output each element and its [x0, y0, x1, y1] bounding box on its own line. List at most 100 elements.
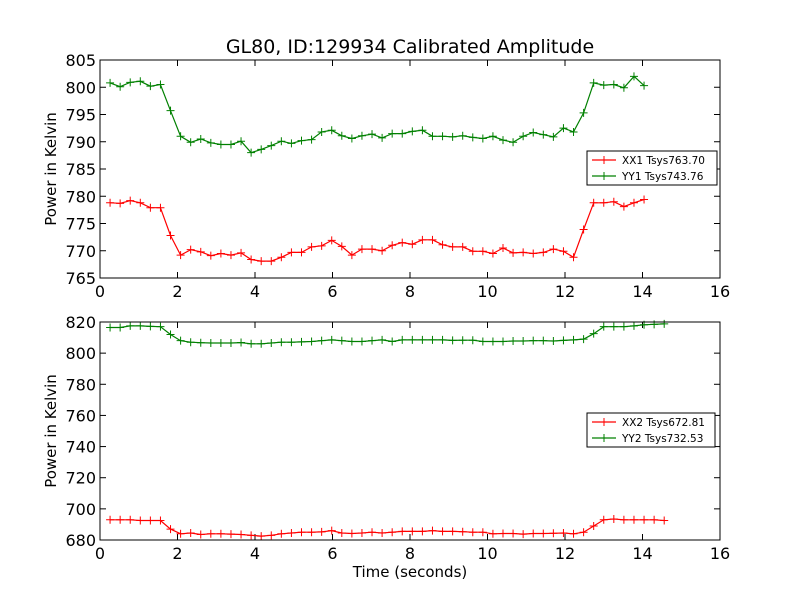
data-point [468, 336, 477, 345]
data-point [166, 231, 175, 240]
data-point [599, 515, 608, 524]
legend-label: XX2 Tsys672.81 [622, 417, 705, 429]
data-point [116, 515, 125, 524]
data-point [287, 248, 296, 257]
data-point [368, 528, 377, 537]
data-point [156, 516, 165, 525]
data-point [226, 530, 235, 539]
y-tick-label: 805 [65, 51, 96, 70]
data-point [287, 528, 296, 537]
data-point [106, 198, 115, 207]
data-point [317, 336, 326, 345]
data-point [488, 132, 497, 141]
data-point [408, 127, 417, 136]
data-point [126, 196, 135, 205]
data-point [247, 255, 256, 264]
data-point [569, 127, 578, 136]
data-point [297, 248, 306, 257]
y-tick-label: 740 [65, 438, 96, 457]
data-point [468, 528, 477, 537]
data-point [257, 257, 266, 266]
data-point [216, 529, 225, 538]
data-point [267, 531, 276, 540]
data-point [216, 140, 225, 149]
data-point [176, 251, 185, 260]
legend-marker [600, 156, 608, 164]
data-point [589, 521, 598, 530]
y-tick-label: 765 [65, 269, 96, 288]
data-point [559, 528, 568, 537]
data-point [327, 126, 336, 135]
y-tick-label: 680 [65, 531, 96, 550]
data-point [247, 339, 256, 348]
data-point [267, 339, 276, 348]
data-point [378, 528, 387, 537]
data-point [226, 140, 235, 149]
data-point [549, 245, 558, 254]
data-point [136, 77, 145, 86]
data-point [539, 248, 548, 257]
data-point [186, 528, 195, 537]
data-point [509, 248, 518, 257]
data-point [327, 335, 336, 344]
data-point [307, 337, 316, 346]
data-point [398, 335, 407, 344]
data-point [247, 148, 256, 157]
data-point [549, 529, 558, 538]
data-point [569, 335, 578, 344]
data-point [388, 129, 397, 138]
y-tick-label: 820 [65, 313, 96, 332]
data-point [468, 133, 477, 142]
data-point [388, 337, 397, 346]
data-point [307, 135, 316, 144]
legend-box [586, 412, 716, 448]
data-point [619, 83, 628, 92]
data-point [166, 525, 175, 534]
data-point [126, 78, 135, 87]
data-point [589, 198, 598, 207]
plot-frame [99, 59, 721, 279]
x-tick-label: 14 [632, 282, 652, 301]
data-point [237, 137, 246, 146]
data-point [347, 251, 356, 260]
data-point [166, 106, 175, 115]
data-point [206, 529, 215, 538]
data-point [327, 526, 336, 535]
data-point [267, 141, 276, 150]
data-point [347, 337, 356, 346]
data-point [609, 322, 618, 331]
data-point [257, 145, 266, 154]
x-axis-label: Time (seconds) [352, 563, 468, 581]
data-point [579, 335, 588, 344]
data-point [458, 131, 467, 140]
data-point [116, 82, 125, 91]
x-tick-label: 12 [555, 282, 575, 301]
x-tick-label: 0 [95, 544, 105, 563]
x-tick-label: 8 [405, 282, 415, 301]
data-point [599, 198, 608, 207]
x-tick-label: 2 [172, 544, 182, 563]
data-point [418, 335, 427, 344]
data-point [488, 249, 497, 258]
data-point [458, 527, 467, 536]
data-point [176, 529, 185, 538]
data-point [640, 195, 649, 204]
y-tick-label: 775 [65, 215, 96, 234]
data-point [428, 235, 437, 244]
data-point [619, 515, 628, 524]
data-point [509, 529, 518, 538]
data-point [640, 515, 649, 524]
data-point [478, 337, 487, 346]
data-point [539, 336, 548, 345]
data-point [317, 127, 326, 136]
x-tick-label: 16 [710, 282, 730, 301]
data-point [186, 245, 195, 254]
data-point [337, 336, 346, 345]
data-point [146, 203, 155, 212]
data-point [529, 529, 538, 538]
data-point [368, 336, 377, 345]
data-point [287, 139, 296, 148]
data-point [378, 335, 387, 344]
data-point [539, 130, 548, 139]
data-point [357, 245, 366, 254]
